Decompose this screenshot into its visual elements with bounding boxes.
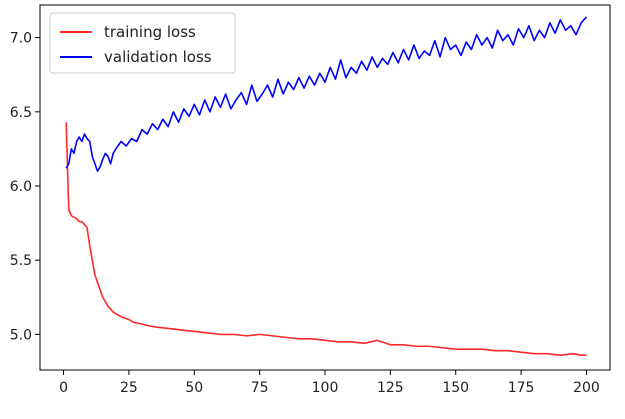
y-tick-label: 7.0: [10, 31, 32, 47]
x-tick-label: 50: [185, 380, 203, 396]
y-tick-label: 6.5: [10, 105, 32, 121]
x-axis: 0 25 50 75 100 125 150 175 200: [59, 370, 600, 396]
y-axis: 5.0 5.5 6.0 6.5 7.0: [10, 31, 40, 343]
x-tick-label: 175: [508, 380, 535, 396]
plot-lines: [65, 16, 588, 356]
y-tick-label: 6.0: [10, 179, 32, 195]
x-tick-label: 100: [312, 380, 339, 396]
x-tick-label: 0: [59, 380, 68, 396]
y-tick-label: 5.5: [10, 253, 32, 269]
x-tick-label: 25: [120, 380, 138, 396]
legend-label-validation-loss: validation loss: [104, 48, 212, 66]
legend-label-training-loss: training loss: [104, 23, 196, 41]
legend: training loss validation loss: [49, 12, 236, 74]
series-line-training-loss: [65, 122, 587, 356]
series-line-validation-loss: [65, 16, 588, 172]
x-tick-label: 200: [573, 380, 600, 396]
x-tick-label: 150: [442, 380, 469, 396]
y-tick-label: 5.0: [10, 327, 32, 343]
legend-frame: [49, 12, 236, 74]
x-tick-label: 125: [377, 380, 404, 396]
x-tick-label: 75: [251, 380, 269, 396]
